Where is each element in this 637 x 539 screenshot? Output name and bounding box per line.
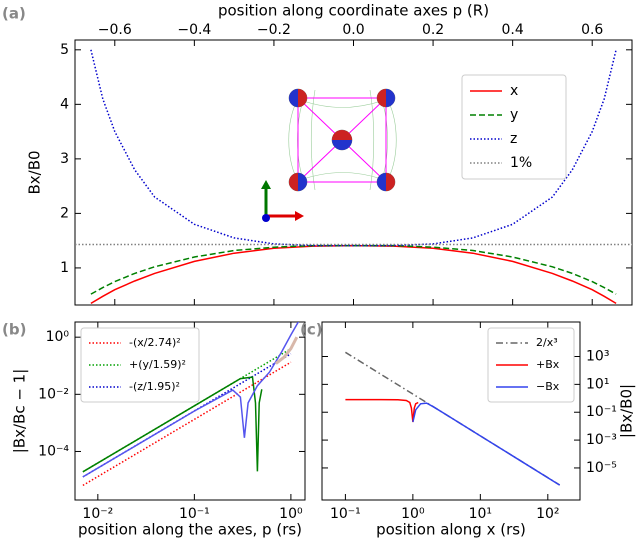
legend-label: y: [510, 107, 518, 123]
x-tick-label: 10¹: [469, 506, 492, 522]
legend-label: 1%: [510, 155, 532, 171]
y-axis-label: |Bx/B0|: [618, 384, 636, 438]
y-tick-label: 10⁻⁴: [38, 443, 69, 459]
y-tick-label: 2: [60, 205, 69, 221]
y-axis-label: |Bx/Bc − 1|: [11, 369, 29, 454]
panel-label: (a): [2, 5, 26, 23]
x-tick-label: −0.4: [177, 22, 211, 38]
x-tick-label: 10⁻²: [82, 506, 113, 522]
x-tick-label: 10²: [536, 506, 559, 522]
y-tick-label: 3: [60, 151, 69, 167]
legend-label: x: [510, 83, 518, 99]
x-tick-label: 10⁰: [401, 506, 425, 522]
y-tick-label: 4: [60, 96, 69, 112]
y-tick-label: 5: [60, 42, 69, 58]
legend-label: +(y/1.59)²: [129, 358, 186, 371]
legend-box: [487, 327, 575, 403]
y-tick-label: 10¹: [586, 376, 609, 392]
x-tick-label: 10⁻¹: [330, 506, 361, 522]
legend-label: −Bx: [536, 380, 560, 393]
x-tick-label: 0.2: [422, 22, 444, 38]
y-tick-label: 10⁻¹: [586, 404, 617, 420]
legend-label: +Bx: [536, 358, 560, 371]
series-line: [412, 402, 561, 486]
x-axis-label: position along x (rs): [376, 521, 526, 539]
legend-label: 2/x³: [536, 336, 558, 349]
magnet-inset: [261, 88, 397, 222]
x-axis-label: position along the axes, p (rs): [78, 521, 302, 539]
x-tick-label: 10⁻¹: [179, 506, 210, 522]
plot-frame: [321, 321, 581, 501]
x-axis-label: position along coordinate axes p (R): [218, 2, 489, 20]
legend-label: -(x/2.74)²: [129, 336, 181, 349]
y-tick-label: 10⁻²: [38, 386, 69, 402]
legend-label: z: [510, 131, 517, 147]
series-line: [90, 244, 617, 305]
series-line: [345, 398, 419, 423]
x-tick-label: 0.6: [581, 22, 603, 38]
y-tick-label: 10⁰: [46, 329, 70, 345]
legend-box: [461, 74, 567, 180]
y-tick-label: 10⁻³: [586, 432, 617, 448]
x-tick-label: 10⁰: [279, 506, 303, 522]
series-line: [90, 49, 617, 247]
series-line: [274, 336, 299, 365]
legend-box: [80, 327, 200, 403]
series-line: [82, 376, 263, 473]
x-tick-label: 0.0: [342, 22, 364, 38]
y-tick-label: 10⁻⁵: [586, 460, 617, 476]
x-tick-label: 0.4: [502, 22, 524, 38]
y-axis-label: Bx/B0: [26, 150, 44, 194]
series-line: [82, 322, 300, 478]
plot-frame: [74, 321, 306, 501]
series-line: [90, 244, 617, 295]
panel-label: (b): [2, 321, 26, 339]
x-tick-label: −0.2: [257, 22, 291, 38]
legend-label: -(z/1.95)²: [129, 380, 180, 393]
y-tick-label: 1: [60, 260, 69, 276]
panel-label: (c): [300, 321, 323, 339]
x-tick-label: −0.6: [98, 22, 132, 38]
y-tick-label: 10³: [586, 349, 609, 365]
